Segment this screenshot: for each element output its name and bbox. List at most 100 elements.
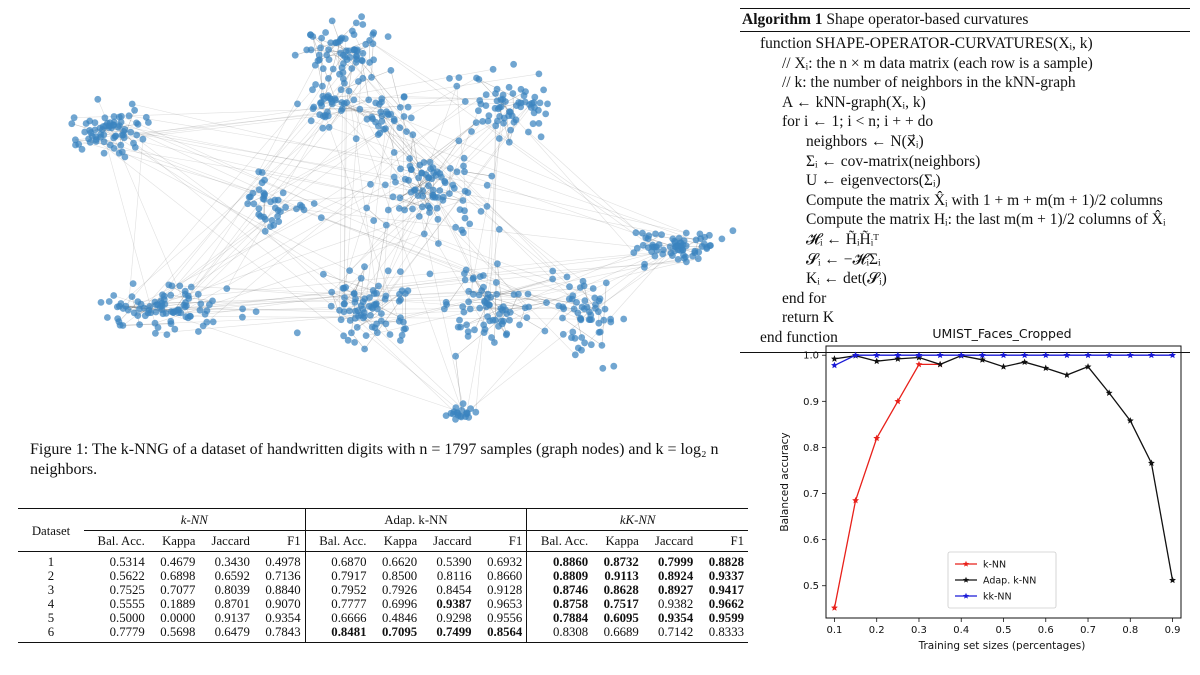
- graph-node: [100, 138, 108, 146]
- graph-edge: [78, 115, 326, 145]
- graph-node: [383, 108, 390, 115]
- graph-node: [691, 249, 699, 257]
- graph-edge: [263, 77, 477, 197]
- graph-node: [671, 247, 678, 255]
- graph-node: [524, 290, 532, 298]
- graph-node: [370, 290, 378, 297]
- graph-edge: [376, 246, 682, 325]
- graph-node: [384, 33, 392, 40]
- graph-node: [461, 270, 468, 277]
- graph-edge: [342, 119, 395, 289]
- graph-node: [115, 113, 123, 121]
- graph-node: [344, 336, 352, 344]
- graph-node: [395, 297, 403, 305]
- graph-node: [318, 34, 325, 42]
- graph-node: [409, 131, 417, 139]
- graph-node: [568, 334, 575, 341]
- graph-node: [498, 320, 506, 328]
- data-point-k-nn: [831, 604, 838, 611]
- graph-node: [497, 305, 505, 312]
- graph-node: [319, 82, 326, 90]
- graph-node: [404, 287, 412, 295]
- graph-node: [426, 270, 434, 278]
- graph-edge: [264, 231, 459, 416]
- graph-node: [274, 196, 282, 204]
- graph-node: [489, 65, 497, 73]
- graph-node: [570, 305, 578, 313]
- series-line-adap-k-nn: [834, 355, 1174, 581]
- graph-node: [168, 282, 176, 290]
- value-cell: 0.5555: [109, 597, 145, 611]
- value-cell: 0.1889: [160, 597, 196, 611]
- graph-node: [307, 117, 315, 125]
- graph-node: [328, 100, 336, 108]
- graph-node: [352, 295, 359, 303]
- graph-node: [350, 96, 358, 104]
- graph-node: [336, 307, 343, 314]
- graph-edge: [380, 111, 421, 166]
- graph-node: [392, 178, 399, 186]
- graph-edge: [190, 316, 581, 320]
- metric-header: F1: [730, 534, 744, 548]
- graph-node: [323, 51, 331, 59]
- metric-header: Bal. Acc.: [304, 530, 371, 552]
- value-cell: 0.9298: [436, 611, 472, 625]
- graph-node: [468, 128, 475, 135]
- graph-node: [495, 310, 503, 318]
- graph-edge: [483, 261, 687, 276]
- graph-node: [472, 119, 480, 126]
- graph-node: [158, 299, 166, 307]
- graph-node: [696, 230, 704, 238]
- graph-node: [255, 205, 263, 213]
- table-body: 1 0.5314 0.4679 0.3430 0.4978 0.6870 0.6620 0.5…: [18, 551, 748, 643]
- algorithm-line: U ← eigenvectors(Σᵢ): [806, 172, 941, 190]
- graph-node: [359, 21, 367, 28]
- graph-node: [398, 331, 406, 339]
- graph-node: [250, 200, 258, 208]
- metric-header: Bal. Acc.: [526, 530, 593, 552]
- graph-edge: [330, 102, 519, 307]
- graph-edge: [122, 89, 313, 309]
- graph-edge: [390, 70, 407, 132]
- graph-node: [449, 181, 457, 189]
- chart-axes: 0.1 0.2 0.3 0.4 0.5 0.6 0.7 0.8 0.9 0.5 0.6 0.7 0.8 0…: [803, 351, 1180, 636]
- graph-edge: [84, 131, 379, 287]
- graph-node: [328, 17, 336, 25]
- figure-caption: Figure 1: The k-NNG of a dataset of hand…: [30, 441, 719, 478]
- algorithm-box: Algorithm 1 Shape operator-based curvatu…: [740, 8, 1190, 353]
- graph-node: [359, 305, 367, 313]
- algorithm-mid-rule: [740, 31, 1190, 32]
- graph-node: [346, 267, 353, 274]
- value-cell: 0.7843: [265, 625, 301, 639]
- graph-node: [370, 29, 378, 37]
- graph-node: [282, 203, 289, 211]
- graph-edge: [464, 171, 492, 177]
- graph-node: [649, 241, 656, 249]
- graph-node: [516, 321, 523, 329]
- metric-header: Kappa: [605, 534, 639, 548]
- graph-node: [260, 196, 268, 203]
- graph-edge: [343, 102, 347, 305]
- graph-edge: [327, 111, 711, 246]
- graph-node: [483, 181, 491, 189]
- graph-node: [314, 57, 322, 65]
- graph-edge: [180, 172, 422, 314]
- legend-frame: [947, 551, 1057, 609]
- graph-node: [307, 31, 314, 39]
- graph-node: [105, 298, 113, 305]
- chart-series: [831, 351, 1176, 611]
- graph-node: [682, 242, 690, 250]
- graph-node: [104, 314, 111, 321]
- graph-node: [535, 70, 543, 78]
- graph-node: [476, 304, 484, 312]
- graph-node: [505, 83, 513, 91]
- graph-node: [309, 86, 316, 94]
- graph-edge: [136, 73, 539, 136]
- graph-node: [694, 255, 702, 263]
- value-cell: 0.7779: [109, 625, 145, 639]
- graph-edge: [137, 247, 707, 302]
- graph-node: [275, 218, 283, 226]
- graph-node: [461, 214, 469, 222]
- graph-edge: [366, 207, 387, 226]
- graph-node: [355, 312, 362, 320]
